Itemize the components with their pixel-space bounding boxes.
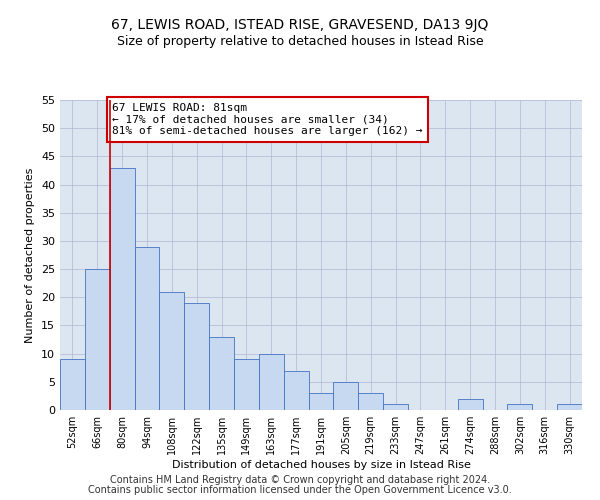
Text: 67, LEWIS ROAD, ISTEAD RISE, GRAVESEND, DA13 9JQ: 67, LEWIS ROAD, ISTEAD RISE, GRAVESEND, … xyxy=(112,18,488,32)
Bar xyxy=(110,168,134,410)
Bar xyxy=(383,404,408,410)
Bar xyxy=(284,370,308,410)
Bar xyxy=(234,360,259,410)
Text: Size of property relative to detached houses in Istead Rise: Size of property relative to detached ho… xyxy=(116,35,484,48)
Text: Contains public sector information licensed under the Open Government Licence v3: Contains public sector information licen… xyxy=(88,485,512,495)
Bar xyxy=(508,404,532,410)
Bar xyxy=(184,303,209,410)
Bar xyxy=(160,292,184,410)
Bar xyxy=(85,269,110,410)
Bar xyxy=(209,336,234,410)
Bar xyxy=(358,393,383,410)
Bar xyxy=(60,360,85,410)
Text: 67 LEWIS ROAD: 81sqm
← 17% of detached houses are smaller (34)
81% of semi-detac: 67 LEWIS ROAD: 81sqm ← 17% of detached h… xyxy=(112,103,422,136)
Bar xyxy=(458,398,482,410)
Y-axis label: Number of detached properties: Number of detached properties xyxy=(25,168,35,342)
Bar xyxy=(308,393,334,410)
Bar xyxy=(334,382,358,410)
X-axis label: Distribution of detached houses by size in Istead Rise: Distribution of detached houses by size … xyxy=(172,460,470,470)
Text: Contains HM Land Registry data © Crown copyright and database right 2024.: Contains HM Land Registry data © Crown c… xyxy=(110,475,490,485)
Bar xyxy=(134,246,160,410)
Bar xyxy=(259,354,284,410)
Bar xyxy=(557,404,582,410)
